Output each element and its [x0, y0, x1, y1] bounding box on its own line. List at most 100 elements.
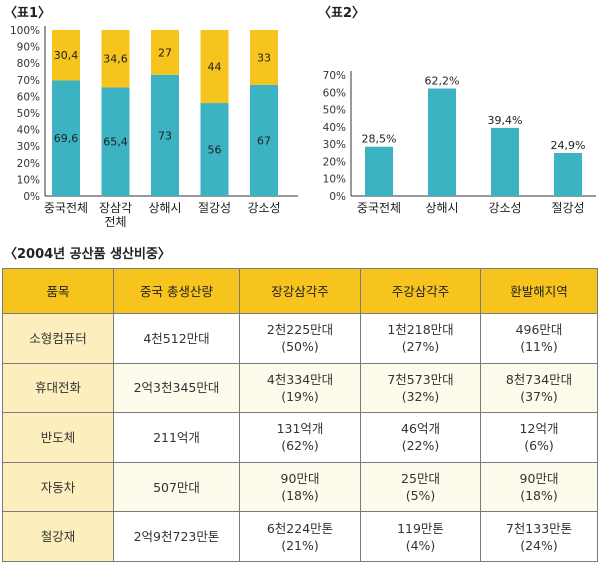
bar-segment [250, 30, 278, 85]
x-tick-label: 중국전체 [44, 201, 88, 215]
table-header-cell: 주강삼각주 [360, 268, 481, 314]
x-tick-label: 중국전체 [357, 201, 401, 215]
cell-text: (19%) [281, 388, 319, 404]
y-tick-label: 70% [17, 75, 40, 87]
cell-text: 자동차 [40, 479, 76, 495]
cell-text: (18%) [281, 488, 319, 504]
bohai-cell: 496만대 (11%) [480, 313, 598, 364]
x-tick-label: 상해시 [148, 201, 181, 215]
cell-text: 90만대 [280, 471, 320, 487]
cell-text: 7천133만톤 [505, 520, 573, 536]
chart1-stacked-bar: 0% 10% 20% 30% 40% 50% 60% 70% 80% 90% 100% 69,6 30,… [10, 25, 298, 229]
data-label: 62,2% [425, 74, 460, 87]
chart1-title: 〈표1〉 [4, 6, 52, 21]
data-label: 27 [158, 46, 172, 59]
cell-text: 131억개 [276, 421, 324, 437]
bohai-cell: 8천734만대 (37%) [480, 362, 598, 414]
x-tick-label: 장삼각 [99, 201, 132, 215]
table-row: 자동차 507만대 90만대 (18%) 25만대 (5%) 90만대 (18%) [2, 461, 598, 513]
table-row: 소형컴퓨터 4천512만대 2천225만대 (50%) 1천218만대 (27%) 496만… [2, 313, 598, 364]
total-cell: 4천512만대 [113, 313, 240, 364]
total-cell: 211억개 [113, 412, 240, 463]
y-tick-label: 60% [17, 91, 40, 103]
data-label: 44 [208, 61, 222, 74]
cell-text: (6%) [524, 438, 554, 454]
y-tick-label: 20% [17, 158, 40, 170]
y-tick-label: 40% [323, 122, 346, 134]
table-header-cell: 장강삼각주 [239, 268, 361, 314]
cell-text: (50%) [281, 339, 319, 355]
cell-text: (24%) [520, 537, 558, 553]
y-tick-label: 50% [17, 108, 40, 120]
y-tick-label: 80% [17, 58, 40, 70]
cell-text: 1천218만대 [387, 322, 454, 338]
cell-text: 6천224만톤 [266, 520, 334, 536]
item-cell: 소형컴퓨터 [2, 313, 114, 364]
production-table: 품목 중국 총생산량 장강삼각주 주강삼각주 환발해지역 소형컴퓨터 4천512만… [2, 268, 598, 562]
bohai-cell: 90만대 (18%) [480, 461, 598, 513]
y-tick-label: 30% [323, 139, 346, 151]
table-header-cell: 중국 총생산량 [113, 268, 240, 314]
cell-text: 507만대 [153, 479, 200, 495]
y-tick-label: 30% [17, 141, 40, 153]
chart2-title: 〈표2〉 [318, 6, 366, 21]
cell-text: (62%) [281, 438, 319, 454]
pearl-cell: 7천573만대 (32%) [360, 362, 481, 414]
bar-segment [250, 84, 278, 196]
bar [365, 146, 393, 196]
total-cell: 2억3천345만대 [113, 362, 240, 414]
y-tick-label: 10% [323, 174, 346, 186]
item-cell: 철강재 [2, 511, 114, 562]
x-tick-label: 상해시 [425, 201, 458, 215]
bar [554, 152, 582, 196]
bar [491, 127, 519, 196]
data-label: 34,6 [103, 53, 128, 66]
x-tick-label: 강소성 [488, 201, 521, 215]
y-tick-label: 70% [323, 70, 346, 82]
x-tick-label: 절강성 [198, 201, 231, 215]
cell-text: 2천225만대 [266, 322, 334, 338]
table-row: 반도체 211억개 131억개 (62%) 46억개 (22%) 12억개 (6%) [2, 412, 598, 463]
data-label: 56 [208, 144, 222, 157]
yangtze-cell: 4천334만대 (19%) [239, 362, 361, 414]
y-tick-label: 90% [17, 42, 40, 54]
pearl-cell: 25만대 (5%) [360, 461, 481, 513]
bohai-cell: 12억개 (6%) [480, 412, 598, 463]
cell-text: (27%) [401, 339, 440, 355]
bar-segment [200, 30, 229, 104]
bar-segment [151, 30, 179, 75]
pearl-cell: 46억개 (22%) [360, 412, 481, 463]
pearl-cell: 119만톤 (4%) [360, 511, 481, 562]
bar-segment [52, 80, 80, 196]
data-label: 67 [257, 134, 271, 147]
cell-text: 25만대 [401, 471, 440, 487]
bar-segment [101, 30, 130, 88]
total-cell: 507만대 [113, 461, 240, 513]
table-header-row: 품목 중국 총생산량 장강삼각주 주강삼각주 환발해지역 [2, 268, 598, 314]
y-tick-label: 10% [17, 174, 40, 186]
y-tick-label: 60% [323, 87, 346, 99]
cell-text: 철강재 [40, 529, 76, 545]
cell-text: 12억개 [519, 421, 559, 437]
data-label: 33 [257, 51, 271, 64]
cell-text: 496만대 [515, 322, 563, 338]
cell-text: 8천734만대 [505, 371, 573, 387]
bar-segment [52, 30, 80, 81]
cell-text: (5%) [405, 488, 436, 504]
y-tick-label: 0% [329, 191, 346, 203]
data-label: 39,4% [488, 114, 523, 127]
bar-segment [200, 103, 229, 196]
cell-text: 119만톤 [397, 520, 444, 536]
y-tick-label: 40% [17, 125, 40, 137]
bohai-cell: 7천133만톤 (24%) [480, 511, 598, 562]
cell-text: 2억9천723만톤 [133, 529, 220, 545]
cell-text: 반도체 [40, 429, 76, 445]
cell-text: 휴대전화 [34, 380, 81, 396]
yangtze-cell: 90만대 (18%) [239, 461, 361, 513]
cell-text: (22%) [401, 438, 440, 454]
table-title: 〈2004년 공산품 생산비중〉 [4, 247, 171, 262]
cell-text: 211억개 [153, 429, 200, 445]
cell-text: 소형컴퓨터 [29, 330, 87, 346]
cell-text: (21%) [281, 537, 319, 553]
x-tick-label: 전체 [104, 215, 126, 229]
